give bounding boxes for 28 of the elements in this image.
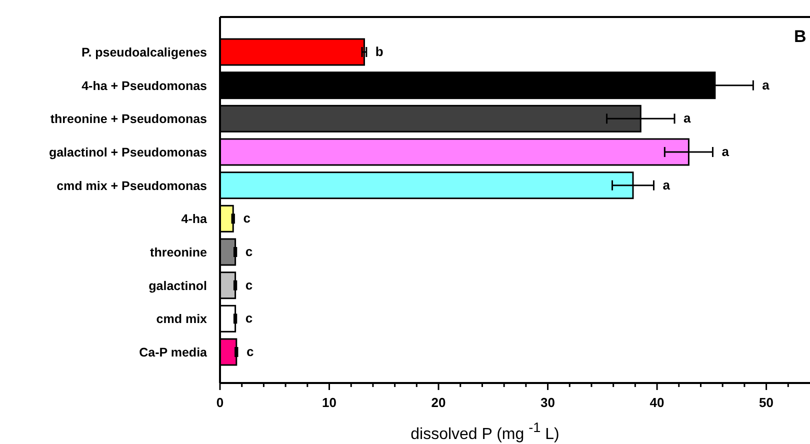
annotation: c — [246, 344, 254, 359]
y-tick-label: threonine — [150, 246, 208, 260]
y-tick-label: 4-ha — [181, 212, 208, 226]
x-tick-label: 40 — [650, 395, 664, 410]
x-tick-label: 0 — [216, 395, 224, 410]
y-tick-label: P. pseudoalcaligenes — [81, 46, 208, 60]
annotation: c — [245, 244, 253, 259]
y-tick-label: cmd mix + Pseudomonas — [56, 178, 208, 193]
annotation: b — [375, 44, 384, 59]
y-tick-label: cmd mix — [156, 312, 208, 326]
x-tick-label: 10 — [322, 395, 336, 410]
annotation: c — [245, 310, 253, 326]
annotation: a — [662, 177, 671, 192]
y-tick-label: galactinol + Pseudomonas — [48, 146, 208, 160]
x-tick-label: 30 — [540, 395, 556, 410]
annotation: c — [243, 210, 250, 226]
y-tick-label: Ca-P media — [139, 346, 208, 360]
y-tick-label: galactinol — [148, 278, 207, 293]
annotation: B — [794, 27, 806, 46]
x-tick-label: 20 — [431, 395, 446, 410]
x-tick-label: 50 — [759, 395, 774, 410]
y-tick-label: threonine + Pseudomonas — [50, 112, 208, 126]
annotation: a — [722, 144, 730, 159]
annotation: a — [762, 77, 770, 92]
annotation: a — [684, 110, 692, 126]
y-tick-label: 4-ha + Pseudomonas — [82, 78, 208, 93]
x-axis-title: dissolved P (mg $^{-1}$ L) — [410, 420, 560, 443]
annotation: c — [245, 277, 253, 292]
